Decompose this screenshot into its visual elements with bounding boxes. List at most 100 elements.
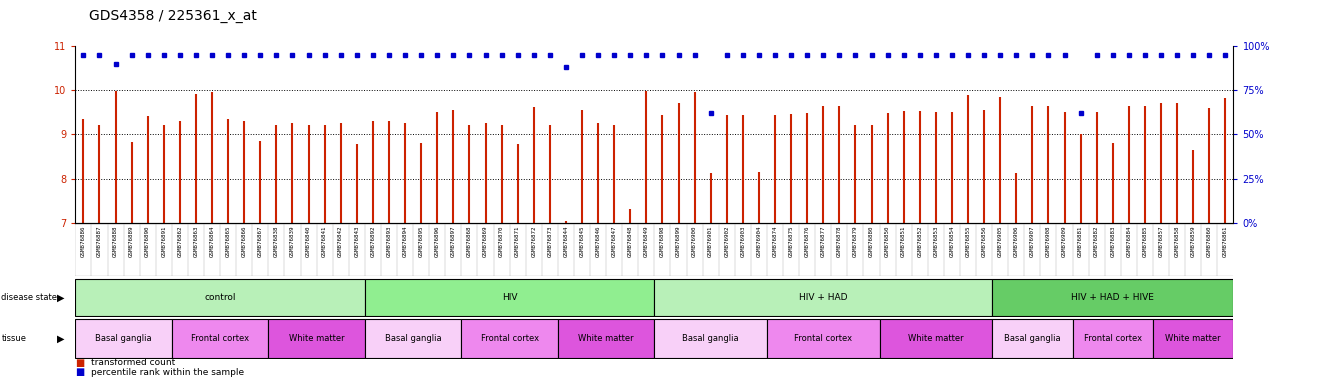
Text: GSM876876: GSM876876	[805, 225, 809, 257]
Text: GSM876848: GSM876848	[628, 225, 633, 257]
Text: ▶: ▶	[57, 293, 65, 303]
Text: GSM876843: GSM876843	[354, 225, 360, 257]
Text: GSM876893: GSM876893	[386, 225, 391, 257]
Text: GSM876840: GSM876840	[307, 225, 311, 257]
Text: GSM876903: GSM876903	[740, 225, 746, 257]
Text: GSM876874: GSM876874	[772, 225, 777, 257]
Text: GSM876909: GSM876909	[1062, 225, 1067, 257]
Bar	[879, 319, 992, 358]
Text: GSM876877: GSM876877	[821, 225, 826, 257]
Text: GSM876895: GSM876895	[419, 225, 423, 257]
Text: GSM876898: GSM876898	[660, 225, 665, 257]
Text: GSM876860: GSM876860	[1207, 225, 1212, 257]
Text: ▶: ▶	[57, 333, 65, 344]
Text: GSM876856: GSM876856	[982, 225, 986, 257]
Text: Frontal cortex: Frontal cortex	[481, 334, 538, 343]
Text: GSM876867: GSM876867	[258, 225, 263, 257]
Bar	[1072, 319, 1153, 358]
Text: GSM876863: GSM876863	[193, 225, 198, 257]
Bar	[654, 279, 992, 316]
Text: GSM876841: GSM876841	[323, 225, 327, 257]
Text: Basal ganglia: Basal ganglia	[385, 334, 442, 343]
Text: GSM876904: GSM876904	[756, 225, 761, 257]
Text: GSM876905: GSM876905	[998, 225, 1002, 257]
Text: GSM876879: GSM876879	[853, 225, 858, 257]
Text: ■: ■	[75, 367, 85, 377]
Text: GSM876884: GSM876884	[1126, 225, 1132, 257]
Text: White matter: White matter	[578, 334, 635, 343]
Text: GSM876888: GSM876888	[114, 225, 118, 257]
Text: GSM876885: GSM876885	[1142, 225, 1147, 257]
Text: GSM876838: GSM876838	[274, 225, 279, 257]
Text: GSM876839: GSM876839	[290, 225, 295, 257]
Text: White matter: White matter	[908, 334, 964, 343]
Text: GSM876870: GSM876870	[500, 225, 504, 257]
Bar	[75, 319, 172, 358]
Text: GSM876901: GSM876901	[709, 225, 713, 257]
Text: transformed count: transformed count	[91, 358, 176, 367]
Text: GSM876880: GSM876880	[869, 225, 874, 257]
Bar	[558, 319, 654, 358]
Text: GSM876869: GSM876869	[483, 225, 488, 257]
Text: GSM876857: GSM876857	[1158, 225, 1163, 257]
Text: GSM876844: GSM876844	[563, 225, 568, 257]
Bar	[365, 279, 654, 316]
Text: GSM876883: GSM876883	[1110, 225, 1116, 257]
Text: GSM876890: GSM876890	[145, 225, 151, 257]
Text: GSM876907: GSM876907	[1030, 225, 1035, 257]
Text: HIV + HAD + HIVE: HIV + HAD + HIVE	[1071, 293, 1154, 302]
Text: percentile rank within the sample: percentile rank within the sample	[91, 368, 245, 377]
Text: Basal ganglia: Basal ganglia	[95, 334, 152, 343]
Text: GSM876873: GSM876873	[547, 225, 553, 257]
Bar	[1153, 319, 1233, 358]
Text: GSM876878: GSM876878	[837, 225, 842, 257]
Text: GSM876842: GSM876842	[338, 225, 344, 257]
Text: GSM876892: GSM876892	[370, 225, 375, 257]
Text: GSM876871: GSM876871	[516, 225, 520, 257]
Bar	[654, 319, 767, 358]
Text: tissue: tissue	[1, 334, 26, 343]
Text: GSM876865: GSM876865	[226, 225, 230, 257]
Text: Basal ganglia: Basal ganglia	[682, 334, 739, 343]
Text: GSM876847: GSM876847	[612, 225, 616, 257]
Text: GSM876846: GSM876846	[596, 225, 600, 257]
Text: White matter: White matter	[1166, 334, 1222, 343]
Text: GSM876886: GSM876886	[81, 225, 86, 257]
Text: HIV: HIV	[502, 293, 517, 302]
Text: GSM876906: GSM876906	[1014, 225, 1019, 257]
Text: GSM876899: GSM876899	[676, 225, 681, 257]
Bar	[268, 319, 365, 358]
Text: GSM876891: GSM876891	[161, 225, 167, 257]
Bar	[992, 319, 1072, 358]
Text: GSM876900: GSM876900	[693, 225, 697, 257]
Text: GSM876849: GSM876849	[644, 225, 649, 257]
Text: GSM876881: GSM876881	[1079, 225, 1083, 257]
Text: GSM876854: GSM876854	[949, 225, 954, 257]
Text: GSM876875: GSM876875	[789, 225, 793, 257]
Text: GSM876851: GSM876851	[902, 225, 906, 257]
Text: GSM876852: GSM876852	[917, 225, 923, 257]
Text: GSM876855: GSM876855	[965, 225, 970, 257]
Text: GSM876862: GSM876862	[177, 225, 182, 257]
Bar	[767, 319, 879, 358]
Text: GSM876882: GSM876882	[1095, 225, 1099, 257]
Bar	[75, 279, 365, 316]
Text: GSM876853: GSM876853	[933, 225, 939, 257]
Bar	[365, 319, 461, 358]
Text: Frontal cortex: Frontal cortex	[192, 334, 249, 343]
Text: GSM876897: GSM876897	[451, 225, 456, 257]
Text: GSM876858: GSM876858	[1175, 225, 1179, 257]
Text: GSM876908: GSM876908	[1046, 225, 1051, 257]
Text: GSM876887: GSM876887	[97, 225, 102, 257]
Text: White matter: White matter	[288, 334, 345, 343]
Text: GDS4358 / 225361_x_at: GDS4358 / 225361_x_at	[89, 9, 256, 23]
Text: Frontal cortex: Frontal cortex	[795, 334, 853, 343]
Text: GSM876868: GSM876868	[467, 225, 472, 257]
Text: Basal ganglia: Basal ganglia	[1005, 334, 1060, 343]
Text: GSM876866: GSM876866	[242, 225, 247, 257]
Text: GSM876861: GSM876861	[1223, 225, 1228, 257]
Text: control: control	[205, 293, 235, 302]
Text: HIV + HAD: HIV + HAD	[798, 293, 847, 302]
Text: GSM876902: GSM876902	[724, 225, 730, 257]
Text: disease state: disease state	[1, 293, 57, 302]
